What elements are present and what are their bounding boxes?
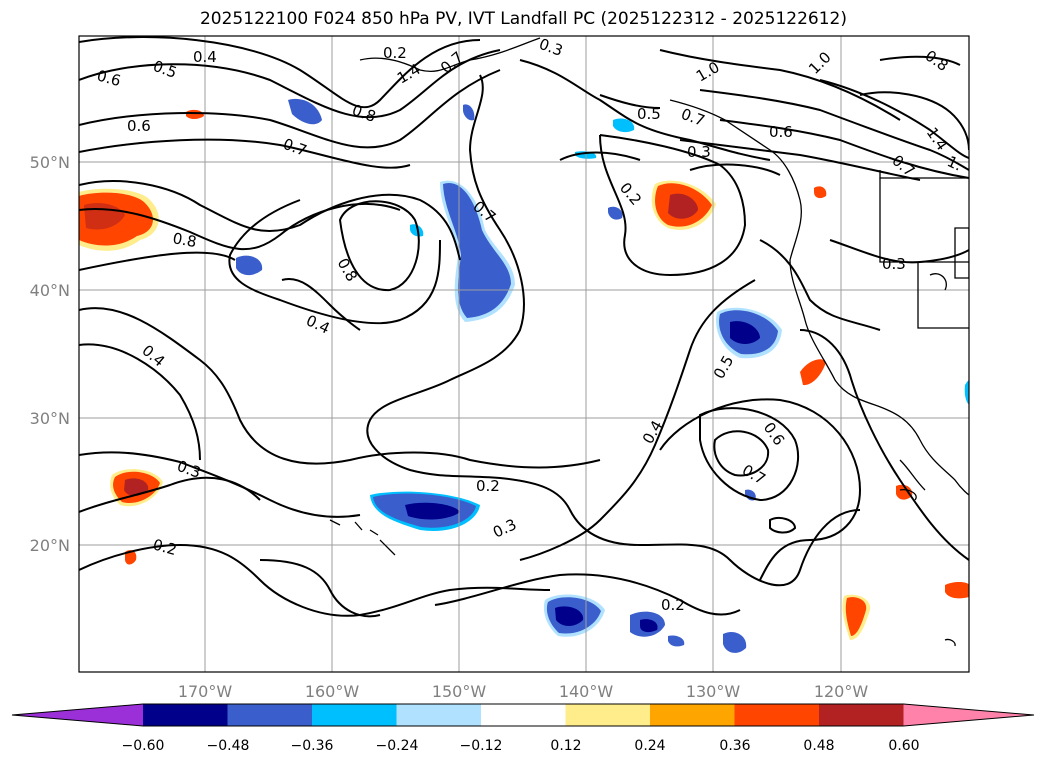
pv-positive-shading (79, 109, 969, 640)
colorbar-tick-label: 0.36 (719, 738, 750, 754)
colorbar-tick-label: 0.48 (803, 738, 834, 754)
colorbar-segment (819, 704, 904, 726)
latitude-labels: 50°N 40°N 30°N 20°N (30, 153, 70, 555)
contour-labels: 0.4 0.5 0.6 0.6 0.7 0.8 0.8 0.4 0.4 0.3 … (95, 35, 965, 614)
lat-tick-label: 20°N (30, 536, 70, 555)
coastlines (329, 37, 969, 647)
contour-label: 1. (944, 152, 965, 174)
colorbar-segment (227, 704, 313, 726)
colorbar-segment (481, 704, 566, 726)
lon-tick-label: 130°W (686, 682, 741, 701)
contour-label: 0.3 (882, 255, 906, 273)
colorbar-extension-high (903, 704, 1034, 726)
contour-label: 0.5 (637, 105, 661, 123)
ivt-contours (79, 36, 969, 618)
lon-tick-label: 140°W (559, 682, 614, 701)
colorbar-tick-label: 0.24 (634, 738, 665, 754)
colorbar-tick-label: −0.60 (122, 738, 165, 754)
contour-label: 0.8 (171, 229, 198, 251)
contour-label: 0.2 (383, 44, 407, 62)
colorbar-segment (143, 704, 228, 726)
colorbar-tick-label: −0.24 (376, 738, 419, 754)
lat-tick-label: 40°N (30, 281, 70, 300)
colorbar-outline (11, 703, 1035, 727)
colorbar-segment (312, 704, 397, 726)
colorbar-segment (396, 704, 482, 726)
longitude-labels: 170°W 160°W 150°W 140°W 130°W 120°W (178, 682, 869, 701)
colorbar-tick-label: 0.12 (550, 738, 581, 754)
colorbar-tick-label: −0.12 (460, 738, 503, 754)
colorbar-tick-label: −0.36 (291, 738, 334, 754)
colorbar-segment (734, 704, 820, 726)
lat-tick-label: 30°N (30, 409, 70, 428)
colorbar-extension-low (12, 704, 143, 726)
colorbar-tick-label: −0.48 (207, 738, 250, 754)
lon-tick-label: 120°W (814, 682, 869, 701)
lat-tick-label: 50°N (30, 153, 70, 172)
contour-label: 0.6 (769, 123, 793, 141)
contour-label: 0.2 (661, 596, 685, 614)
lon-tick-label: 160°W (305, 682, 360, 701)
graticule (79, 36, 969, 672)
lon-tick-label: 170°W (178, 682, 233, 701)
colorbar-segment (650, 704, 735, 726)
colorbar-tick-label: 0.60 (888, 738, 919, 754)
contour-label: 0.4 (193, 48, 217, 66)
colorbar-labels: −0.60 −0.48 −0.36 −0.24 −0.12 0.12 0.24 … (122, 738, 920, 754)
contour-label: 0.3 (687, 143, 711, 161)
lon-tick-label: 150°W (432, 682, 487, 701)
colorbar (11, 703, 1035, 727)
contour-label: 0.2 (151, 535, 179, 559)
contour-label: 0.6 (95, 66, 123, 90)
map-plot-area (79, 36, 969, 672)
contour-label: 0.2 (476, 477, 500, 495)
colorbar-segment (565, 704, 651, 726)
map-title: 2025122100 F024 850 hPa PV, IVT Landfall… (199, 9, 847, 29)
contour-label: 0.6 (127, 117, 151, 135)
map-frame (78, 35, 970, 673)
